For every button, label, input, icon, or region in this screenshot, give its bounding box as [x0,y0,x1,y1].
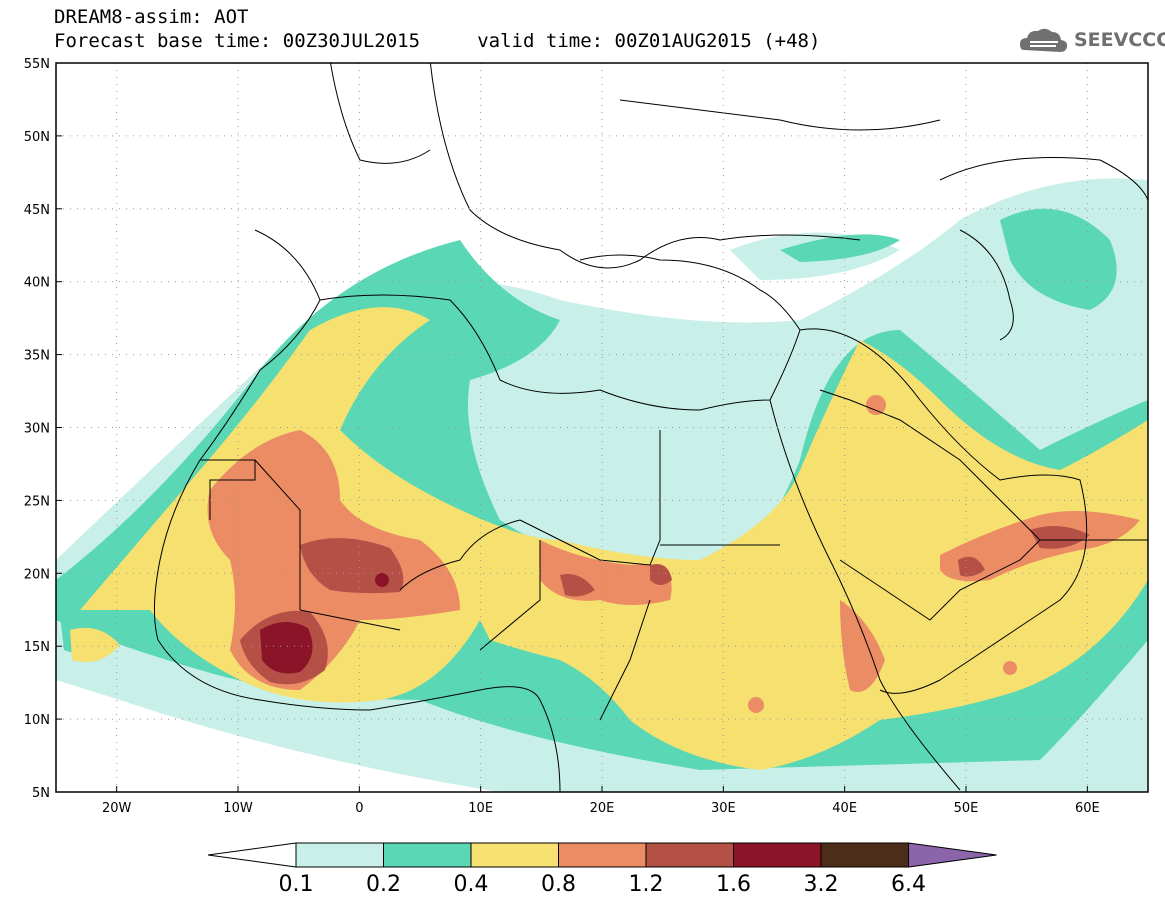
lon-tick-label: 50E [954,801,979,816]
coastlines [153,63,1148,792]
lat-tick-label: 20N [24,567,50,582]
colorbar-label: 0.1 [279,872,314,897]
colorbar-label: 0.8 [541,872,576,897]
colorbar-box [295,842,384,868]
lat-tick-label: 5N [32,786,50,801]
lat-tick-label: 10N [24,713,50,728]
aot-field [56,178,1148,792]
colorbar-label: 0.4 [454,872,489,897]
lat-tick-label: 40N [24,276,50,291]
lon-tick-label: 40E [832,801,857,816]
lon-axis: 20W 10W 0 10E 20E 30E 40E 50E 60E [102,786,1100,816]
lat-axis: 55N 50N 45N 40N 35N 30N 25N 20N 15N 10N 5N [24,57,62,801]
colorbar-box [820,842,909,868]
lat-tick-label: 35N [24,349,50,364]
colorbar-box [733,842,822,868]
colorbar-label: 6.4 [891,872,926,897]
colorbar-box [383,842,472,868]
lat-tick-label: 45N [24,203,50,218]
lat-tick-label: 55N [24,57,50,72]
forecast-time-line: Forecast base time: 00Z30JUL2015 valid t… [54,30,821,52]
lat-tick-label: 25N [24,494,50,509]
lat-tick-label: 30N [24,422,50,437]
colorbar-label: 1.2 [629,872,664,897]
colorbar-box [558,842,647,868]
colorbar-high-arrow [908,842,997,868]
colorbar-label: 1.6 [716,872,751,897]
colorbar-box [470,842,559,868]
lon-tick-label: 60E [1075,801,1100,816]
aot-level-1.6 [260,573,389,674]
lat-lon-grid [56,62,1148,793]
lon-tick-label: 10E [468,801,493,816]
cloud-logo-icon [1020,28,1068,52]
colorbar-label: 3.2 [804,872,839,897]
colorbar-low-arrow [207,842,297,868]
lon-tick-label: 0 [355,801,363,816]
logo-text: SEEVCCC [1074,29,1165,51]
lat-tick-label: 15N [24,640,50,655]
lon-tick-label: 20E [590,801,615,816]
colorbar-label: 0.2 [366,872,401,897]
lat-tick-label: 50N [24,130,50,145]
lon-tick-label: 30E [711,801,736,816]
map-title: DREAM8-assim: AOT [54,6,249,28]
colorbar-box [645,842,734,868]
lon-tick-label: 10W [223,801,253,816]
lon-tick-label: 20W [102,801,132,816]
